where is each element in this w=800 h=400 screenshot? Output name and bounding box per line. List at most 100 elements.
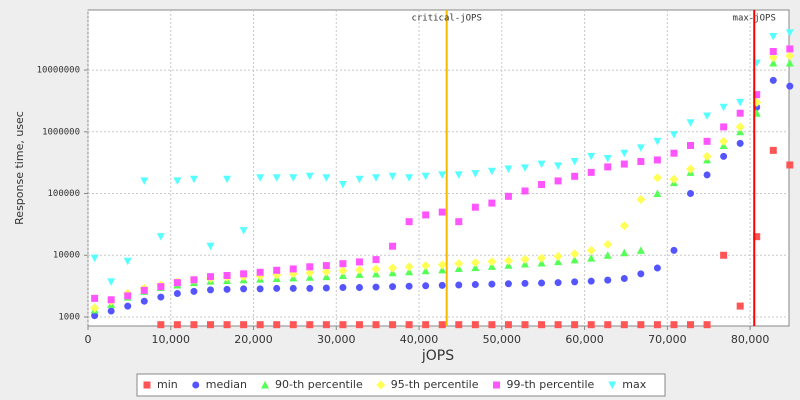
point (521, 279, 529, 287)
point (223, 285, 231, 293)
point (670, 149, 678, 157)
point (90, 303, 100, 313)
point (785, 29, 794, 37)
point (785, 59, 794, 67)
point (355, 284, 363, 292)
point (604, 276, 612, 284)
point (636, 195, 646, 205)
point (223, 175, 232, 184)
point (239, 227, 248, 235)
point (223, 321, 231, 329)
point (173, 177, 182, 185)
point (289, 321, 297, 329)
legend-label: median (206, 378, 247, 391)
point (720, 251, 728, 259)
point (405, 321, 413, 329)
point (553, 251, 563, 261)
point (786, 82, 794, 90)
point (140, 297, 148, 305)
point (653, 137, 662, 146)
point (587, 321, 595, 329)
point (372, 269, 381, 278)
point (571, 278, 579, 286)
point (272, 174, 281, 182)
point (471, 170, 480, 178)
point (720, 123, 728, 131)
point (703, 112, 712, 121)
y-tick-label: 10000000 (37, 66, 80, 76)
point (223, 271, 231, 279)
point (504, 280, 512, 288)
point (603, 251, 612, 259)
point (455, 321, 463, 329)
point (703, 321, 711, 329)
point (520, 260, 529, 268)
point (686, 119, 695, 127)
point (637, 321, 645, 329)
point (571, 172, 579, 180)
point (769, 47, 777, 55)
legend-marker (143, 381, 151, 389)
point (620, 160, 628, 168)
legend-marker (493, 381, 501, 389)
point (455, 218, 463, 226)
legend-label: 95-th percentile (391, 378, 479, 391)
point (520, 254, 530, 264)
legend (136, 373, 666, 397)
point (487, 257, 497, 267)
point (736, 127, 745, 136)
point (273, 266, 281, 274)
point (107, 296, 115, 304)
y-tick-label: 1000000 (42, 127, 80, 137)
point (503, 256, 513, 266)
point (338, 266, 348, 276)
point (372, 174, 381, 182)
point (620, 248, 629, 257)
x-tick-label: 70,000 (648, 333, 687, 346)
point (306, 321, 314, 329)
point (768, 52, 778, 62)
point (240, 285, 248, 293)
point (587, 254, 596, 262)
point (686, 164, 696, 174)
point (537, 160, 546, 169)
x-tick-label: 60,000 (565, 333, 604, 346)
point (339, 260, 347, 268)
point (306, 263, 314, 271)
legend-marker (376, 380, 386, 390)
point (256, 321, 264, 329)
point (372, 256, 380, 264)
point (206, 242, 215, 251)
point (140, 286, 148, 294)
point (604, 163, 612, 171)
point (273, 284, 281, 292)
x-axis-label: jOPS (421, 348, 454, 364)
point (703, 137, 711, 145)
point (140, 177, 149, 185)
point (422, 282, 430, 290)
point (538, 279, 546, 287)
point (454, 259, 464, 269)
point (438, 265, 447, 274)
point (123, 257, 132, 266)
point (570, 255, 579, 264)
point (504, 321, 512, 329)
point (305, 268, 315, 278)
point (554, 279, 562, 287)
point (719, 136, 729, 146)
point (189, 175, 198, 184)
point (322, 174, 331, 182)
point (736, 109, 744, 117)
point (471, 321, 479, 329)
point (305, 172, 314, 181)
point (91, 294, 99, 302)
point (687, 321, 695, 329)
point (669, 174, 679, 184)
x-tick-label: 40,000 (400, 333, 439, 346)
point (769, 76, 777, 84)
y-axis-label: Response time, usec (13, 111, 26, 225)
point (537, 258, 546, 267)
point (488, 321, 496, 329)
point (90, 254, 99, 263)
point (703, 171, 711, 179)
